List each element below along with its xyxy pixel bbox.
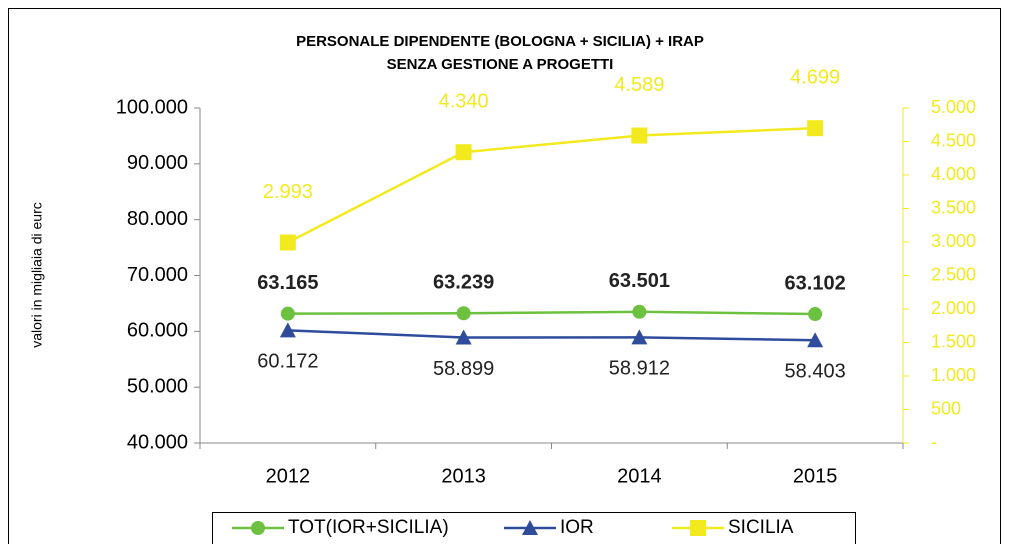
y2-tick-label: 500 <box>931 398 961 418</box>
data-label: 63.102 <box>785 272 846 294</box>
data-label: 4.699 <box>790 66 840 88</box>
y2-tick-label: - <box>931 432 937 452</box>
data-label: 63.165 <box>257 272 318 294</box>
x-tick-label: 2014 <box>617 465 662 487</box>
y2-tick-label: 2.000 <box>931 298 976 318</box>
data-label: 58.912 <box>609 358 670 380</box>
legend-box <box>212 512 856 544</box>
data-label: 58.899 <box>433 358 494 380</box>
y-tick-label: 80.000 <box>127 208 188 230</box>
y2-tick-label: 4.000 <box>931 164 976 184</box>
data-point <box>280 306 295 321</box>
y2-tick-label: 1.000 <box>931 365 976 385</box>
data-point <box>279 234 296 251</box>
data-label: 63.239 <box>433 272 494 294</box>
y-tick-label: 50.000 <box>127 375 188 397</box>
y2-tick-label: 5.000 <box>931 97 976 117</box>
x-tick-label: 2012 <box>266 465 311 487</box>
data-point <box>808 307 823 322</box>
y-tick-label: 60.000 <box>127 320 188 342</box>
data-label: 60.172 <box>257 351 318 373</box>
legend-marker <box>251 521 265 535</box>
y2-tick-label: 2.500 <box>931 264 976 284</box>
y2-tick-label: 4.500 <box>931 130 976 150</box>
data-label: 4.589 <box>614 74 664 96</box>
legend-label: IOR <box>560 517 594 538</box>
data-point <box>455 329 472 345</box>
data-point <box>807 332 824 348</box>
chart-subtitle: SENZA GESTIONE A PROGETTI <box>387 56 614 73</box>
legend-marker <box>690 520 706 536</box>
data-label: 58.403 <box>785 361 846 383</box>
data-label: 4.340 <box>439 91 489 113</box>
y-axis-label: valori in migliaia di eurc <box>29 202 45 348</box>
data-point <box>455 144 472 161</box>
legend-label: TOT(IOR+SICILIA) <box>288 517 449 538</box>
y2-tick-label: 3.500 <box>931 197 976 217</box>
x-tick-label: 2013 <box>441 465 486 487</box>
y-tick-label: 40.000 <box>127 431 188 453</box>
y-tick-label: 70.000 <box>127 264 188 286</box>
legend-marker <box>522 520 538 535</box>
data-point <box>807 120 824 137</box>
data-point <box>631 127 648 144</box>
data-point <box>456 306 471 321</box>
data-point <box>632 304 647 319</box>
chart-title: PERSONALE DIPENDENTE (BOLOGNA + SICILIA)… <box>296 33 704 50</box>
chart-frame <box>8 8 1001 544</box>
y2-tick-label: 3.000 <box>931 231 976 251</box>
data-point <box>279 322 296 338</box>
y-tick-label: 100.000 <box>116 96 188 118</box>
data-label: 2.993 <box>263 181 313 203</box>
series-line <box>287 126 816 244</box>
series-line <box>287 329 816 342</box>
y-tick-label: 90.000 <box>127 152 188 174</box>
x-tick-label: 2015 <box>793 465 838 487</box>
series-line <box>287 310 816 316</box>
y2-tick-label: 1.500 <box>931 331 976 351</box>
data-point <box>631 329 648 345</box>
data-label: 63.501 <box>609 270 670 292</box>
legend-label: SICILIA <box>728 517 794 538</box>
